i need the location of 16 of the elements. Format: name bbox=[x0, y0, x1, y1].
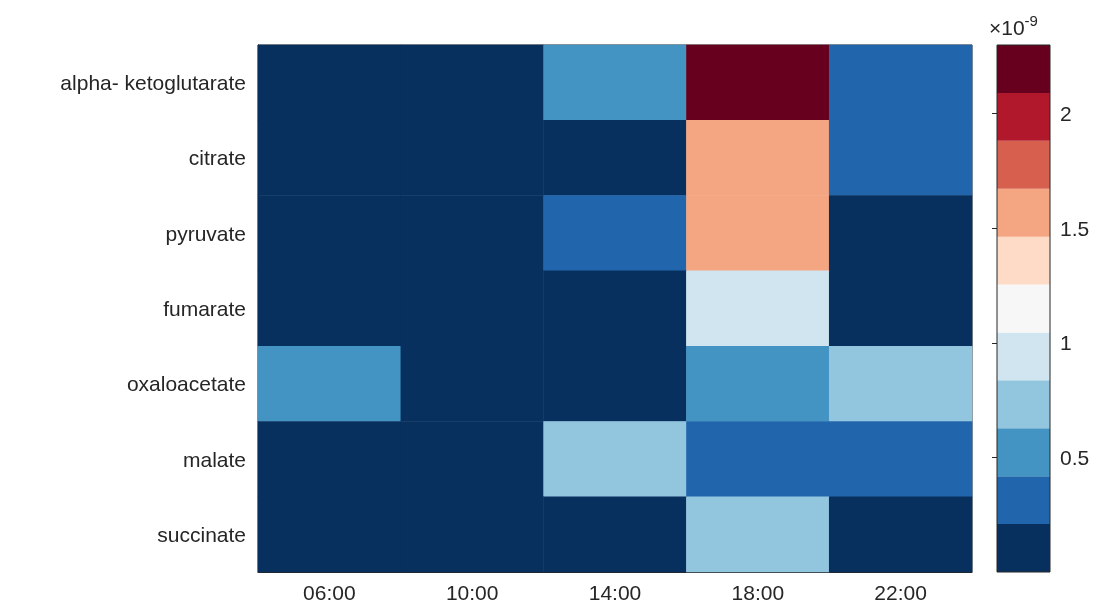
color-bar-label: 1 bbox=[1060, 331, 1072, 355]
color-bar-label: 1.5 bbox=[1060, 216, 1090, 240]
x-tick-label: 18:00 bbox=[731, 581, 785, 604]
color-bar-label: 0.5 bbox=[1060, 445, 1090, 469]
x-tick-label: 10:00 bbox=[445, 581, 499, 604]
x-tick-label: 14:00 bbox=[588, 581, 642, 604]
x-tick-label: 06:00 bbox=[303, 581, 356, 604]
y-tick-label: oxaloacetate bbox=[126, 372, 246, 396]
y-tick-label: citrate bbox=[188, 146, 246, 170]
x-tick-label: 22:00 bbox=[874, 581, 927, 604]
y-tick-label: malate bbox=[182, 447, 246, 471]
y-tick-label: fumarate bbox=[163, 297, 246, 320]
y-tick-label: succinate bbox=[157, 522, 246, 546]
y-tick-label: pyruvate bbox=[165, 221, 246, 245]
color-bar-label: 2 bbox=[1060, 102, 1072, 126]
y-tick-label: alpha- ketoglutarate bbox=[60, 71, 246, 95]
